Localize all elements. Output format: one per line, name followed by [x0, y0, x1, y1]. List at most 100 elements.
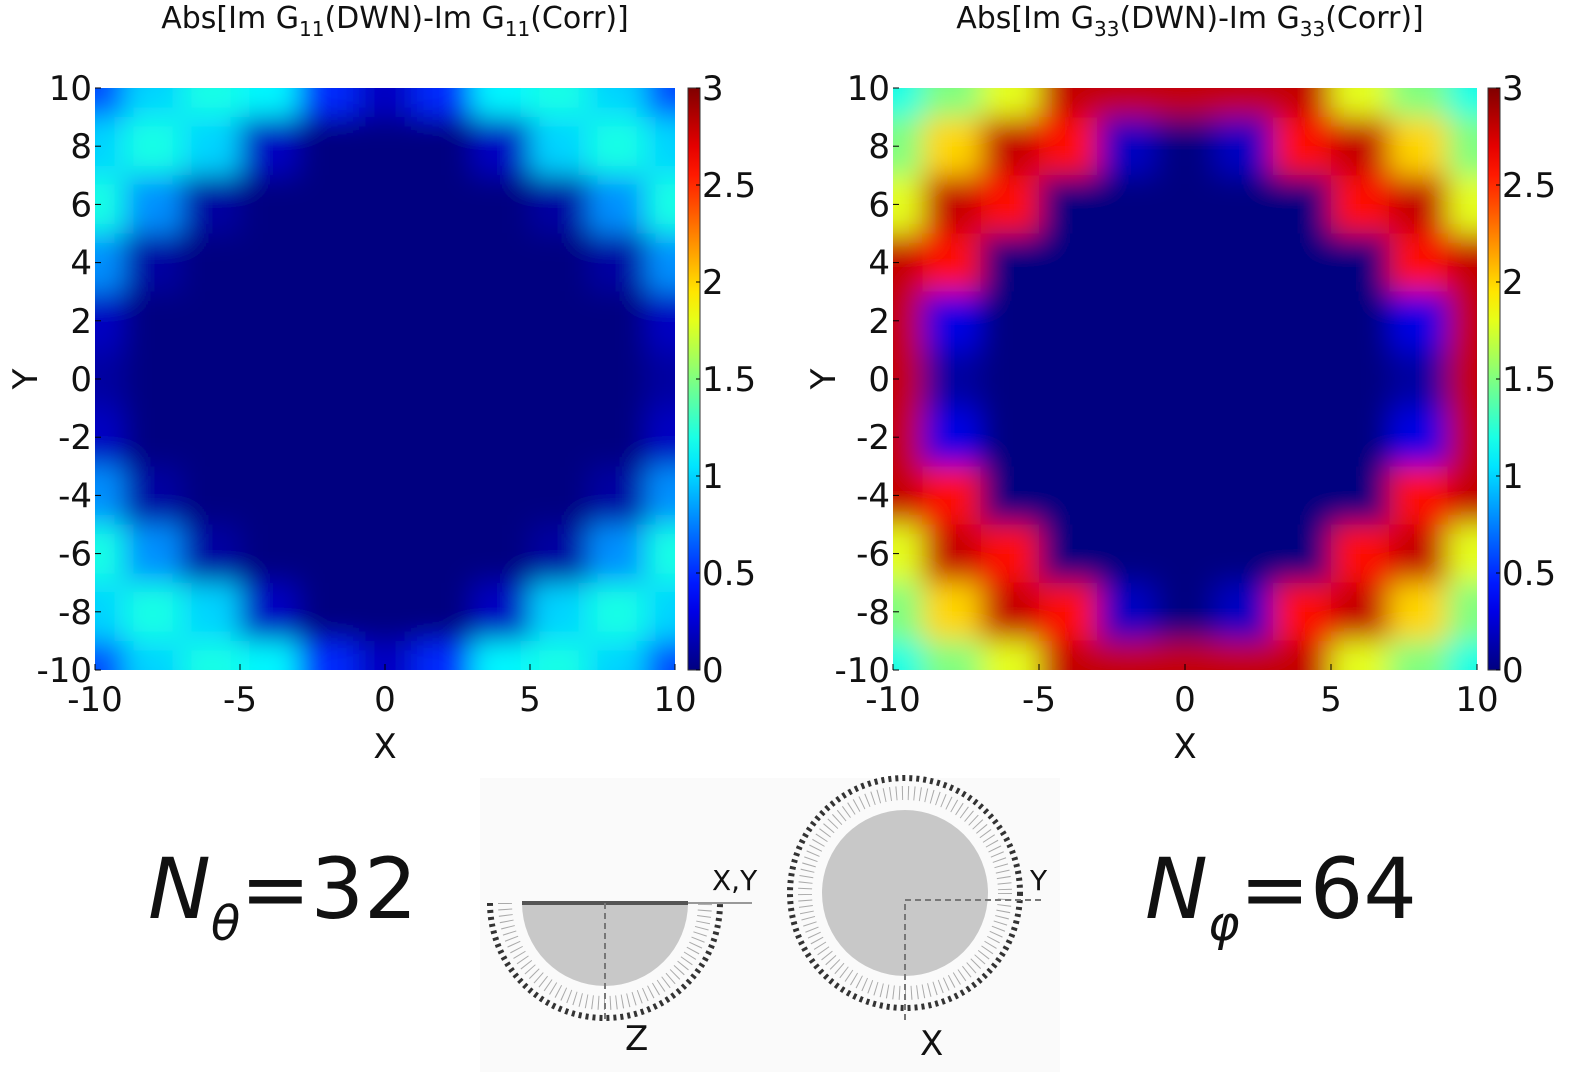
heatmap-cell	[588, 582, 647, 642]
heatmap-cell	[1389, 175, 1449, 235]
x-axis-label: X	[1173, 727, 1196, 767]
title-part: (Corr)]	[1325, 1, 1424, 36]
heatmap-cell	[980, 466, 1040, 526]
heatmap-cell	[1097, 291, 1157, 351]
heatmap-cell	[298, 524, 357, 584]
heatmap-cell	[124, 524, 183, 584]
heatmap-cell	[240, 524, 299, 584]
heatmap-cell	[1272, 582, 1332, 642]
heatmap-cell	[1331, 524, 1391, 584]
heatmap-cell	[588, 466, 647, 526]
heatmap-cell	[1272, 117, 1332, 177]
heatmap-cell	[240, 291, 299, 351]
heatmap-cell	[530, 88, 589, 119]
heatmap-cell	[980, 524, 1040, 584]
heatmap-cell	[646, 524, 675, 584]
y-tick-label: 2	[70, 302, 92, 342]
heatmap-cell	[1389, 88, 1449, 119]
heatmap-cells	[893, 88, 1477, 670]
heatmap-cell	[356, 582, 415, 642]
heatmap-cell	[1097, 88, 1157, 119]
heatmap-cell	[1155, 117, 1216, 177]
heatmap-cell	[356, 175, 415, 235]
heatmap-cells	[95, 88, 675, 670]
colorbar-tick-label: 1.5	[1502, 360, 1556, 400]
heatmap-cell	[356, 88, 415, 119]
heatmap-cell	[414, 640, 473, 670]
heatmap-cell	[980, 582, 1040, 642]
chart-title: Abs[Im G33(DWN)-Im G33(Corr)]	[956, 1, 1424, 41]
heatmap-cell	[1155, 466, 1216, 526]
heatmap-cell	[588, 117, 647, 177]
heatmap-cell	[530, 582, 589, 642]
heatmap-cell	[980, 175, 1040, 235]
heatmap-cell	[1331, 408, 1391, 468]
heatmap-cell	[414, 88, 473, 119]
heatmap-cell	[1039, 233, 1099, 293]
heatmap-cell	[1097, 117, 1157, 177]
heatmap-cell	[1272, 349, 1332, 410]
heatmap-cell	[472, 466, 531, 526]
heatmap-cell	[1039, 640, 1099, 670]
heatmap-cell	[472, 233, 531, 293]
heatmap-cell	[1039, 175, 1099, 235]
x-tick-label: -5	[1022, 680, 1056, 720]
heatmap-cell	[893, 88, 924, 119]
formula: Nφ=64	[1145, 840, 1417, 952]
heatmap-cell	[1389, 117, 1449, 177]
heatmap-cell	[356, 349, 415, 410]
heatmap-cell	[1039, 408, 1099, 468]
colorbar-tick-label: 1.5	[702, 360, 756, 400]
heatmap-cell	[240, 88, 299, 119]
heatmap-cell	[1097, 233, 1157, 293]
heatmap-cell	[124, 88, 183, 119]
heatmap-cell	[356, 408, 415, 468]
title-subscript: 11	[299, 17, 324, 41]
heatmap-cell	[922, 582, 982, 642]
heatmap-cell	[124, 582, 183, 642]
heatmap-cell	[588, 524, 647, 584]
heatmap-cell	[1155, 524, 1216, 584]
heatmap-cell	[1389, 640, 1449, 670]
heatmap-cell	[588, 640, 647, 670]
heatmap-cell	[1447, 349, 1477, 410]
heatmap-cell	[1331, 291, 1391, 351]
heatmap-cell	[1097, 349, 1157, 410]
heatmap-cell	[356, 117, 415, 177]
heatmap-cell	[1447, 117, 1477, 177]
formula-subscript: φ	[1208, 896, 1240, 952]
heatmap-cell	[1447, 524, 1477, 584]
heatmap-cell	[124, 175, 183, 235]
x-tick-label: 5	[519, 680, 541, 720]
y-tick-label: -10	[834, 651, 890, 691]
colorbar-tick-label: 2	[702, 263, 724, 303]
x-tick-label: -10	[67, 680, 123, 720]
heatmap-cell	[298, 291, 357, 351]
heatmap-cell	[414, 291, 473, 351]
heatmap-cell	[240, 408, 299, 468]
heatmap-cell	[646, 88, 675, 119]
diagram: X,Y Z Y X	[480, 775, 1060, 1072]
heatmap-cell	[922, 349, 982, 410]
heatmap-cell	[1155, 88, 1216, 119]
heatmap-cell	[530, 175, 589, 235]
heatmap-cell	[95, 582, 125, 642]
heatmap-cell	[472, 291, 531, 351]
heatmap-cell	[1039, 524, 1099, 584]
colorbar-tick-label: 0.5	[1502, 554, 1556, 594]
heatmap-cell	[182, 291, 241, 351]
heatmap-cell	[646, 291, 675, 351]
heatmap-cell	[1214, 233, 1274, 293]
x-axis-label: X	[373, 727, 396, 767]
heatmap-cell	[298, 408, 357, 468]
heatmap-cell	[182, 233, 241, 293]
heatmap-cell	[1331, 640, 1391, 670]
heatmap-cell	[1272, 175, 1332, 235]
heatmap-cell	[1097, 524, 1157, 584]
heatmap-cell	[646, 640, 675, 670]
heatmap-cell	[1331, 88, 1391, 119]
heatmap-cell	[472, 117, 531, 177]
heatmap-cell	[980, 408, 1040, 468]
title-subscript: 11	[505, 17, 530, 41]
